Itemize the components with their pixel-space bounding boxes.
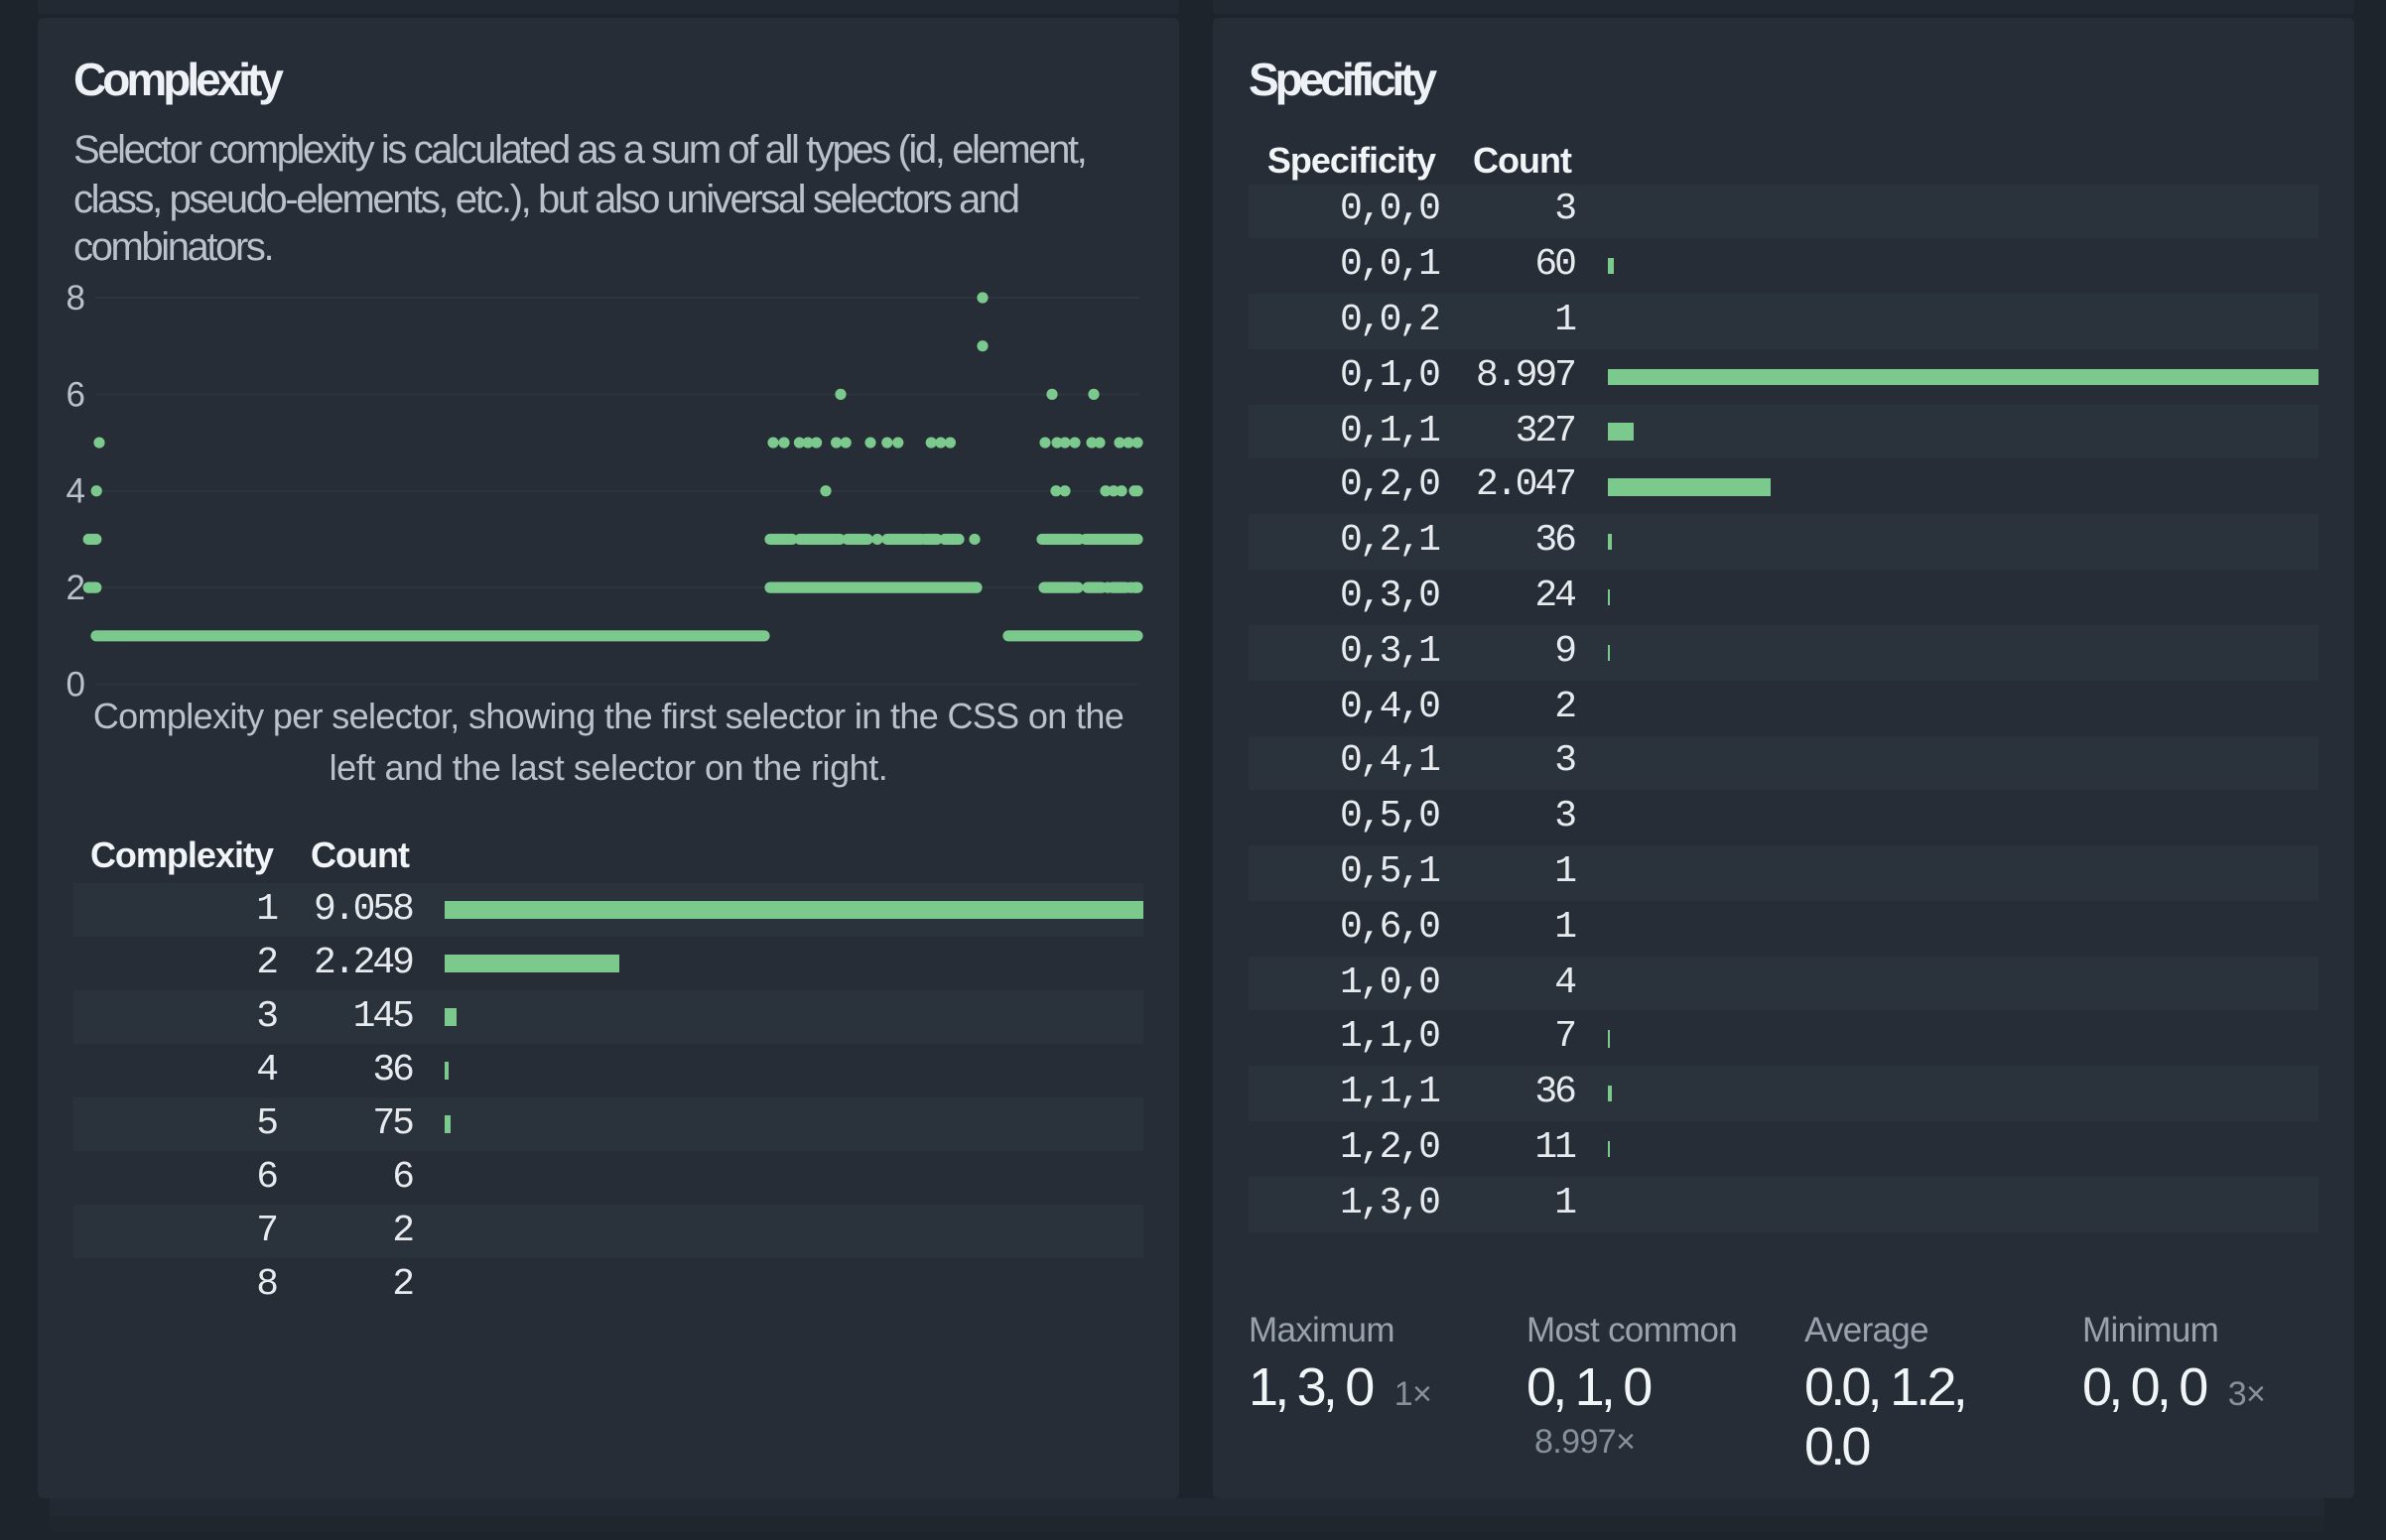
svg-text:2: 2 <box>66 568 85 606</box>
svg-text:8: 8 <box>66 278 85 317</box>
svg-text:6: 6 <box>66 374 85 413</box>
svg-text:4: 4 <box>66 471 85 510</box>
svg-text:0: 0 <box>66 665 85 704</box>
